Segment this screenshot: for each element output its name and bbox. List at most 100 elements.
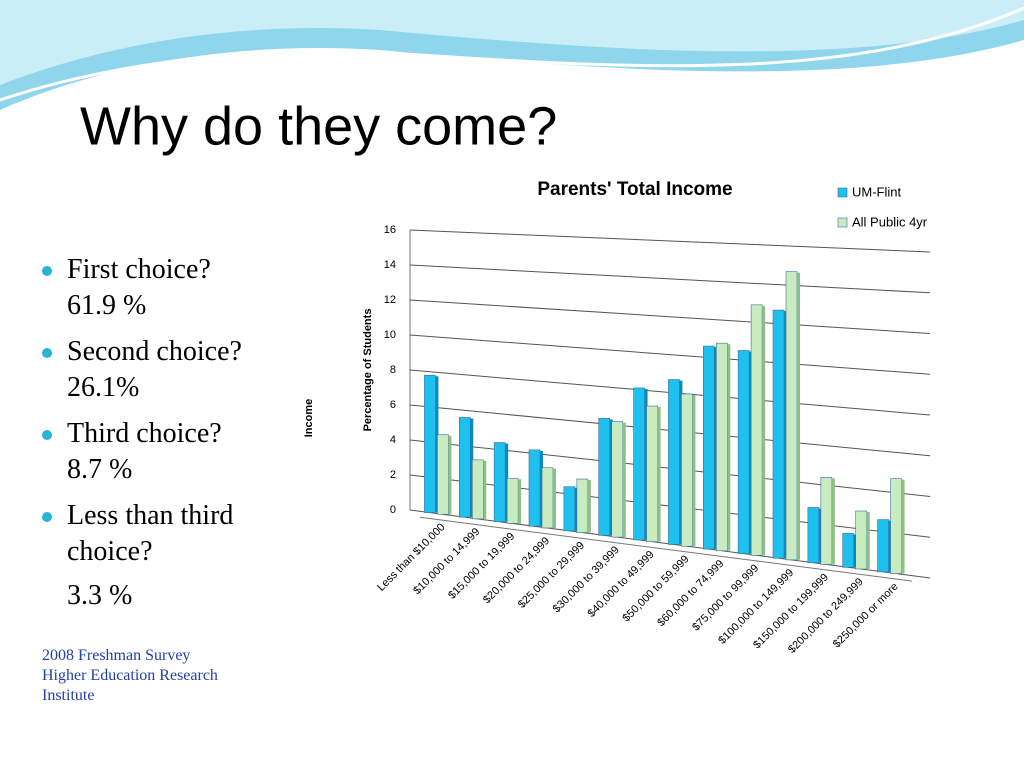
bar xyxy=(772,309,785,559)
bar-side xyxy=(714,347,718,550)
bar xyxy=(702,345,715,550)
bar-side xyxy=(727,344,731,551)
slide-title: Why do they come? xyxy=(80,96,557,156)
bullet: Second choice? 26.1% xyxy=(42,334,292,406)
bar-side xyxy=(470,418,474,518)
bullet-value: 8.7 % xyxy=(67,454,133,485)
x-tick-label: $150,000 to 199,999 xyxy=(751,571,831,651)
x-tick-label: $60,000 to 74,999 xyxy=(655,558,726,629)
wave-line xyxy=(0,6,1024,102)
legend-label: All Public 4yr xyxy=(852,214,928,229)
bar-side xyxy=(540,450,543,527)
y-tick-label: 12 xyxy=(384,294,396,306)
bullet-label: Second choice? xyxy=(67,336,242,367)
legend-swatch xyxy=(837,187,848,198)
bar xyxy=(668,379,680,545)
bullet-label: First choice? xyxy=(67,254,211,285)
bar-side xyxy=(483,460,487,519)
bar xyxy=(598,418,611,536)
bar-side xyxy=(853,534,857,568)
bar-side xyxy=(644,388,648,540)
bar xyxy=(493,442,506,523)
source: 2008 Freshman Survey Higher Education Res… xyxy=(42,646,252,706)
bar xyxy=(842,533,855,568)
bar xyxy=(471,459,484,520)
bullet-value: 3.3 % xyxy=(67,580,133,611)
bar xyxy=(807,507,820,564)
x-axis xyxy=(419,516,913,582)
bar-side xyxy=(749,351,753,554)
source-line: Higher Education Research Institute xyxy=(42,667,218,704)
bullet-dot xyxy=(42,512,52,522)
y-tick-label: 14 xyxy=(384,259,396,271)
bar-side xyxy=(448,435,452,515)
bar-side xyxy=(553,468,556,528)
bar xyxy=(458,417,471,518)
grid-line xyxy=(409,299,931,334)
bar xyxy=(820,477,833,565)
bar xyxy=(750,304,763,556)
x-tick-label: $50,000 to 59,999 xyxy=(620,553,691,624)
bar xyxy=(646,405,658,542)
bar-side xyxy=(888,520,892,572)
bar-side xyxy=(587,480,591,533)
source-line: 2008 Freshman Survey xyxy=(42,647,191,664)
bullet-dot xyxy=(42,430,52,440)
bar xyxy=(715,342,728,552)
bullet-value: 26.1% xyxy=(67,372,140,403)
bar xyxy=(855,510,868,570)
y-tick-label: 16 xyxy=(384,224,396,236)
bar xyxy=(541,467,554,529)
bullet-dot xyxy=(42,266,52,276)
x-tick-label: $15,000 to 19,999 xyxy=(446,530,517,601)
x-tick-label: $30,000 to 39,999 xyxy=(551,544,622,615)
bullet: First choice? 61.9 % xyxy=(42,252,292,324)
x-tick-label: $75,000 to 99,999 xyxy=(690,562,761,633)
legend-label: UM-Flint xyxy=(852,184,901,199)
bar-side xyxy=(901,479,905,574)
bar-side xyxy=(762,305,766,556)
wave xyxy=(0,0,1024,85)
bar-side xyxy=(574,487,578,531)
legend-swatch xyxy=(837,217,848,228)
bar xyxy=(890,478,902,574)
bar-side xyxy=(797,272,800,560)
y-axis-label: Percentage of Students xyxy=(362,309,374,432)
bar-side xyxy=(818,508,822,563)
bar xyxy=(506,477,519,524)
grid-line xyxy=(409,229,931,253)
y-tick-label: 6 xyxy=(390,399,396,411)
bullet: Third choice? 8.7 % xyxy=(42,416,292,488)
bullet-dot xyxy=(42,348,52,358)
bar-side xyxy=(679,380,683,545)
y-tick-label: 8 xyxy=(390,364,396,376)
grid-line xyxy=(409,264,931,294)
bar xyxy=(437,434,449,515)
y-tick-label: 0 xyxy=(390,504,396,516)
x-tick-label: $20,000 to 24,999 xyxy=(481,535,552,606)
bar-side xyxy=(622,422,626,538)
x-tick-label: $40,000 to 49,999 xyxy=(586,549,657,620)
x-tick-label: $200,000 to 249,999 xyxy=(786,576,866,656)
bar xyxy=(424,374,436,513)
bar-side xyxy=(866,512,870,570)
bar xyxy=(785,271,798,561)
bar-side xyxy=(505,443,509,522)
bar xyxy=(528,449,541,527)
bar-side xyxy=(784,311,787,559)
y-tick-label: 10 xyxy=(384,329,396,341)
x-tick-label: $25,000 to 29,999 xyxy=(516,540,587,611)
x-tick-label: $100,000 to 149,999 xyxy=(716,567,796,647)
bar xyxy=(737,350,750,554)
bar xyxy=(633,387,645,541)
chart-title: Parents' Total Income xyxy=(537,179,732,200)
x-axis-label: Income xyxy=(303,399,315,438)
bar xyxy=(563,486,576,532)
bar-side xyxy=(692,394,696,547)
bar xyxy=(576,478,589,533)
bar xyxy=(681,393,693,547)
y-tick-label: 4 xyxy=(390,434,396,446)
y-tick-label: 2 xyxy=(390,469,396,481)
